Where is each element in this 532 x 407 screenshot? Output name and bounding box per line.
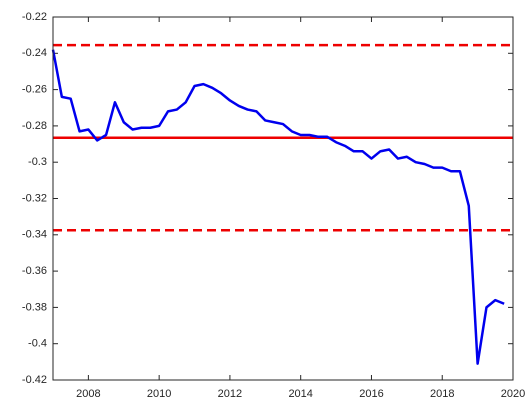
x-tick-label: 2012 [218,388,242,400]
y-tick-label: -0.24 [22,47,47,59]
plot-area [53,17,513,380]
y-tick-label: -0.28 [22,120,47,132]
y-tick-label: -0.26 [22,84,47,96]
x-tick-label: 2018 [430,388,454,400]
x-tick-label: 2008 [76,388,100,400]
y-tick-label: -0.3 [28,156,47,168]
x-tick-label: 2016 [359,388,383,400]
y-tick-label: -0.4 [28,338,47,350]
y-tick-label: -0.34 [22,229,47,241]
x-tick-label: 2014 [288,388,312,400]
y-tick-label: -0.42 [22,374,47,386]
data-line [51,49,505,365]
x-tick-label: 2010 [147,388,171,400]
y-tick-label: -0.32 [22,192,47,204]
y-tick-label: -0.22 [22,11,47,23]
plot-frame [52,16,514,381]
y-tick-label: -0.36 [22,265,47,277]
y-tick-label: -0.38 [22,301,47,313]
x-tick-label: 2020 [501,388,525,400]
